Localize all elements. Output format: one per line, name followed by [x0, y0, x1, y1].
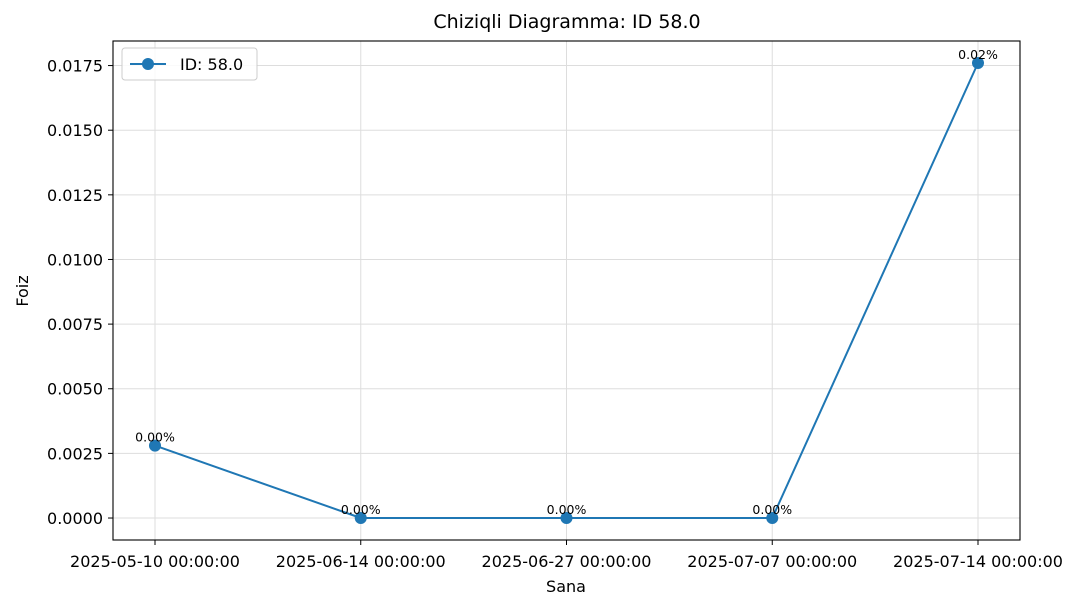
data-label: 0.00% — [341, 502, 381, 517]
legend: ID: 58.0 — [121, 47, 258, 81]
plot-frame — [112, 40, 1021, 541]
y-tick-label: 0.0125 — [47, 186, 103, 205]
x-tick-label: 2025-07-14 00:00:00 — [893, 552, 1063, 571]
y-tick-label: 0.0100 — [47, 250, 103, 269]
data-labels: 0.00% 0.00% 0.00% 0.00% 0.02% — [135, 47, 998, 517]
grid-lines — [113, 41, 1020, 540]
x-axis: 2025-05-10 00:00:00 2025-06-14 00:00:00 20… — [70, 540, 1063, 571]
y-tick-label: 0.0050 — [47, 380, 103, 399]
legend-label: ID: 58.0 — [180, 55, 243, 74]
data-point — [149, 439, 161, 452]
data-point — [972, 56, 984, 69]
legend-point-marker — [142, 58, 154, 70]
x-tick-label: 2025-05-10 00:00:00 — [70, 552, 240, 571]
chart-title: Chiziqli Diagramma: ID 58.0 — [433, 11, 700, 33]
data-point — [766, 512, 779, 525]
y-axis: 0.0000 0.0025 0.0050 0.0075 0.0100 0.0125 0.01… — [47, 57, 113, 528]
x-tick-label: 2025-07-07 00:00:00 — [687, 552, 857, 571]
x-tick-label: 2025-06-27 00:00:00 — [482, 552, 652, 571]
data-label: 0.00% — [752, 502, 792, 517]
y-tick-label: 0.0075 — [47, 315, 103, 334]
y-tick-label: 0.0000 — [47, 509, 103, 528]
data-label: 0.00% — [135, 430, 175, 445]
y-tick-label: 0.0175 — [47, 57, 103, 76]
y-tick-label: 0.0025 — [47, 444, 103, 463]
x-axis-title: Sana — [546, 577, 586, 596]
series-layer — [149, 56, 984, 525]
data-label: 0.00% — [547, 502, 587, 517]
y-tick-label: 0.0150 — [47, 121, 103, 140]
data-point — [560, 512, 573, 525]
y-axis-title: Foiz — [13, 275, 32, 306]
x-tick-label: 2025-06-14 00:00:00 — [276, 552, 446, 571]
data-point — [354, 512, 367, 525]
legend-box — [121, 47, 258, 81]
data-label: 0.02% — [958, 47, 998, 62]
